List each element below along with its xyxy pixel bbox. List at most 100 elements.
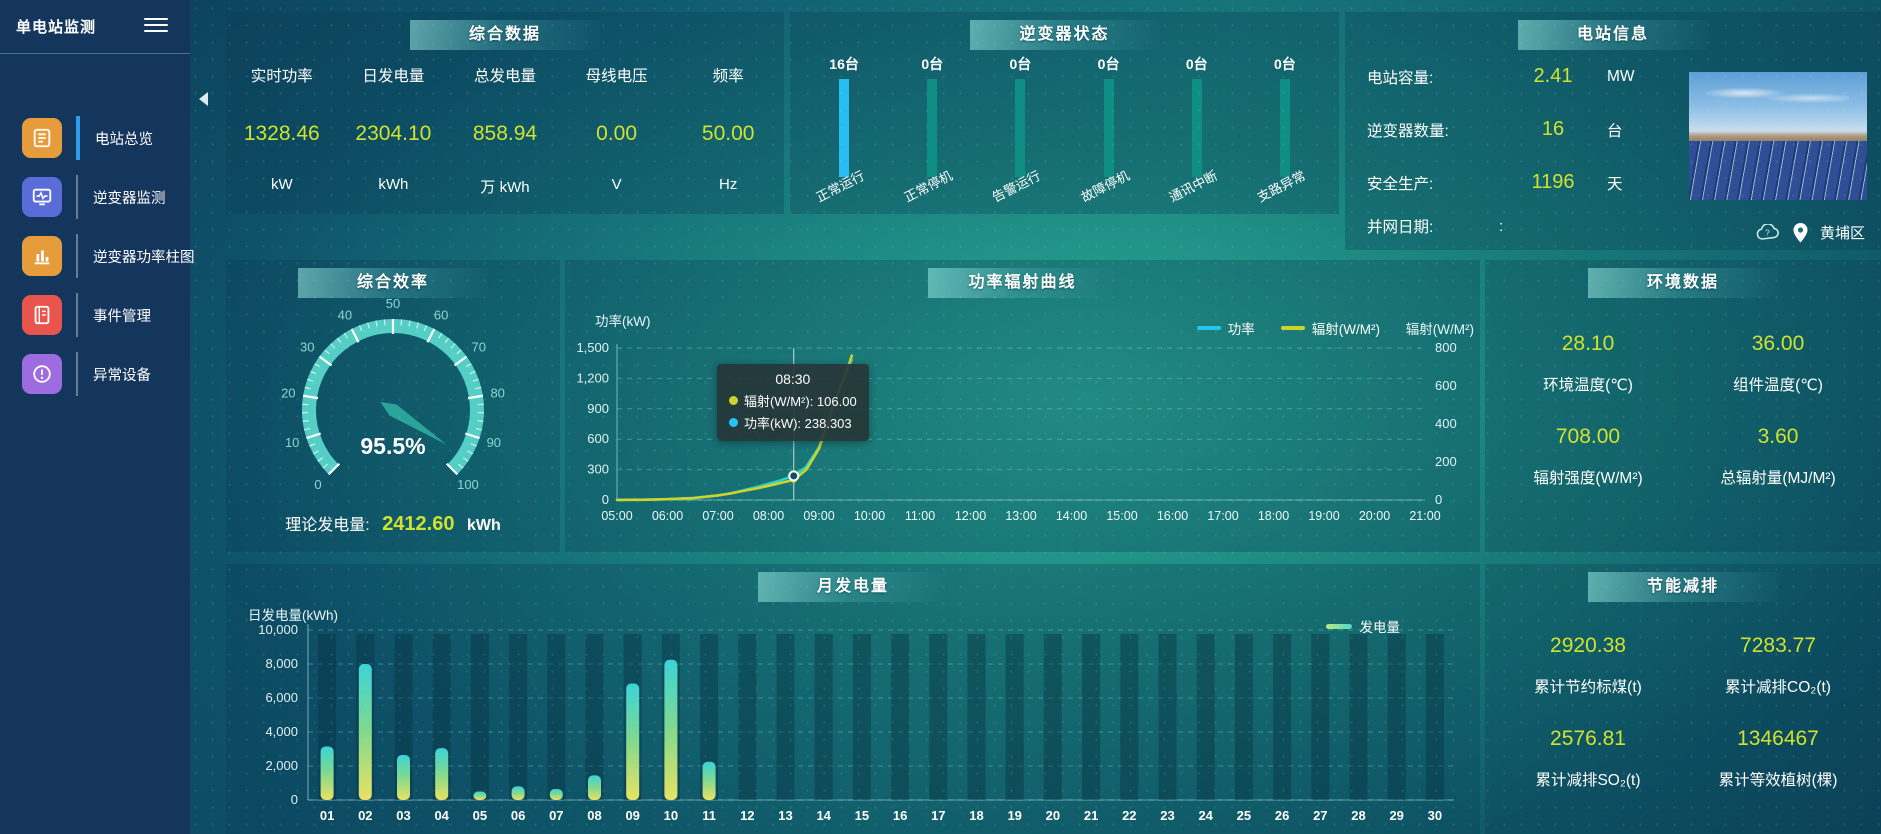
svg-text:10,000: 10,000 [258,622,298,637]
metric-label: 总发电量 [473,68,536,85]
legend-label: 发电量 [1359,620,1401,635]
svg-text:600: 600 [1435,378,1457,393]
svg-text:50: 50 [386,296,400,311]
summary-metric: 实时功率 1328.46 kW [226,64,338,197]
svg-text:23: 23 [1160,808,1174,823]
inverter-count: 16台 [829,56,859,72]
metric-value: 858.94 [472,122,538,145]
svg-text:22: 22 [1122,808,1136,823]
sidebar-item-separator [76,116,80,160]
tooltip-row: 功率(kW): 238.303 [729,413,857,432]
svg-text:95.5%: 95.5% [360,433,425,459]
svg-text:90: 90 [487,435,501,450]
inverter-count: 0台 [1274,56,1296,72]
summary-metric: 日发电量 2304.10 kWh [338,64,450,197]
station-info-value: 16 [1541,118,1565,140]
stat-label: 组件温度(℃) [1733,377,1823,394]
svg-text:70: 70 [472,340,486,355]
stat-label: 累计节约标煤(t) [1534,679,1642,696]
inverter-count: 0台 [1009,56,1032,72]
svg-text:800: 800 [1435,340,1457,355]
metric-unit: V [611,176,622,193]
stat-label: 辐射强度(W/M²) [1533,470,1643,487]
sidebar-collapse-arrow-icon[interactable] [199,92,208,106]
sidebar-item-separator [76,234,78,278]
svg-text:07:00: 07:00 [702,509,733,523]
metric-label: 实时功率 [250,68,313,85]
svg-text:6,000: 6,000 [265,690,298,705]
svg-text:60: 60 [434,308,448,323]
legend-item[interactable]: 辐射(W/M²) [1280,318,1380,338]
svg-text:600: 600 [587,431,609,446]
sidebar-item-label: 事件管理 [93,308,151,325]
inverter-count: 0台 [921,56,944,72]
station-location-row: ? 黄埔区 [1755,222,1865,243]
station-info-rows: 电站容量: 2.41 MW 逆变器数量: 16 台 安全生产: 1196 天 并… [1367,50,1687,243]
sidebar-item-icon [22,236,62,276]
location-pin-icon [1793,222,1808,242]
svg-text:11:00: 11:00 [905,509,935,523]
svg-text:25: 25 [1237,808,1251,823]
power-radiation-chart[interactable]: 功率(kW) 1,500 1,200 900 600 300 0 800 600 400 200 0 0… [565,300,1480,552]
svg-text:?: ? [1765,229,1770,238]
svg-text:04: 04 [434,808,449,823]
station-info-label: 电站容量: [1367,69,1434,87]
sidebar-item-separator [76,175,78,219]
inverter-status-column: 0台 支路异常 [1241,54,1329,210]
efficiency-gauge: 0 10 20 30 40 50 60 70 80 90 100 95.5% [226,294,560,527]
svg-text:0: 0 [314,477,321,492]
panel-power-radiation-title: 功率辐射曲线 [927,268,1118,298]
sidebar-item-overview[interactable]: 电站总览 [0,110,190,166]
panel-monthly-energy-title: 月发电量 [758,572,948,602]
metric-label: 母线电压 [585,68,648,85]
sidebar-item-monitor[interactable]: 逆变器监测 [0,169,190,225]
sidebar-item-bars[interactable]: 逆变器功率柱图 [0,228,195,284]
sidebar-item-icon [22,295,62,335]
svg-text:15:00: 15:00 [1106,509,1137,523]
metric-unit: kW [270,176,293,193]
summary-metrics: 实时功率 1328.46 kW 日发电量 2304.10 kWh 总发电量 85… [226,64,784,197]
sidebar-header: 单电站监测 [0,0,190,54]
tooltip-series-dot [729,418,738,427]
svg-text:05: 05 [473,808,487,823]
app-title: 单电站监测 [16,19,97,36]
svg-text:19: 19 [1007,808,1021,823]
station-info-row: 电站容量: 2.41 MW [1367,50,1687,103]
sidebar-item-icon [22,177,62,217]
inverter-status-column: 0台 告警运行 [976,54,1064,210]
inverter-status-bar [1015,79,1026,177]
svg-text:19:00: 19:00 [1308,509,1339,523]
monthly-energy-chart[interactable]: 日发电量(kWh) 10,000 8,000 6,000 4,000 2,000 0 01 02… [226,604,1480,834]
svg-text:0: 0 [1435,492,1442,507]
station-info-unit: 天 [1607,175,1623,193]
sidebar-item-label: 电站总览 [95,131,153,148]
theory-energy-row: 理论发电量: 2412.60 kWh [226,511,560,536]
station-info-label: 并网日期: [1367,219,1434,236]
inverter-status-bar [1103,79,1114,177]
stat-value: 7283.77 [1740,634,1816,657]
hamburger-menu-icon[interactable] [144,14,168,34]
svg-text:日发电量(kWh): 日发电量(kWh) [248,608,338,623]
svg-text:20: 20 [281,385,295,400]
svg-text:80: 80 [490,385,504,400]
stat-cell: 708.00 辐射强度(W/M²) [1493,425,1683,488]
sidebar-item-events[interactable]: 事件管理 [0,287,190,343]
sidebar-menu: 电站总览 逆变器监测 逆变器功率柱图 事件管理 异常设备 [0,110,195,402]
panel-energy-saving: 节能减排 2920.38 累计节约标煤(t) 7283.77 累计减排CO₂(t… [1485,564,1881,834]
svg-text:29: 29 [1389,808,1403,823]
svg-text:30: 30 [300,340,314,355]
sidebar-item-label: 逆变器功率柱图 [93,249,195,266]
stat-value: 708.00 [1555,425,1621,448]
svg-text:2,000: 2,000 [265,758,298,773]
legend-item[interactable]: 功率 [1196,318,1255,338]
monthly-chart-legend[interactable]: 发电量 [1325,616,1401,636]
station-location: 黄埔区 [1819,225,1865,242]
svg-text:26: 26 [1275,808,1289,823]
tooltip-rows: 辐射(W/M²): 106.00 功率(kW): 238.303 [729,391,857,432]
sidebar-item-abnormal[interactable]: 异常设备 [0,346,190,402]
svg-text:14: 14 [816,808,831,823]
sidebar-item-separator [76,352,78,396]
stat-cell: 7283.77 累计减排CO₂(t) [1683,634,1873,697]
stat-cell: 36.00 组件温度(℃) [1683,332,1873,395]
